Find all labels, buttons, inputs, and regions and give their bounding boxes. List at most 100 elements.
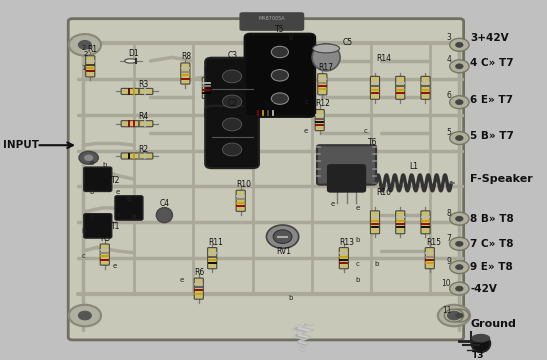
FancyBboxPatch shape <box>317 145 376 185</box>
Text: R4: R4 <box>138 112 148 121</box>
Text: b: b <box>374 261 379 266</box>
Circle shape <box>456 241 463 246</box>
Text: R10: R10 <box>236 180 252 189</box>
FancyBboxPatch shape <box>421 76 430 99</box>
Circle shape <box>69 34 101 55</box>
Circle shape <box>450 96 469 109</box>
FancyBboxPatch shape <box>425 248 434 269</box>
Ellipse shape <box>472 334 490 342</box>
FancyBboxPatch shape <box>121 89 153 94</box>
Text: b: b <box>355 278 359 283</box>
Text: D1: D1 <box>129 49 139 58</box>
Text: R1: R1 <box>88 45 98 54</box>
Text: b: b <box>81 228 85 234</box>
Circle shape <box>450 282 469 295</box>
Text: 10: 10 <box>441 279 451 288</box>
Text: e: e <box>355 205 359 211</box>
Text: e: e <box>116 189 120 195</box>
Circle shape <box>444 309 464 322</box>
Text: 9 E» T8: 9 E» T8 <box>470 262 513 272</box>
Text: R9: R9 <box>203 67 213 76</box>
FancyBboxPatch shape <box>395 211 405 234</box>
Text: 3: 3 <box>446 33 451 42</box>
Circle shape <box>84 155 93 161</box>
Text: R15: R15 <box>426 238 441 247</box>
FancyBboxPatch shape <box>250 110 282 116</box>
Text: R3: R3 <box>138 80 148 89</box>
Text: 1: 1 <box>81 65 85 71</box>
Text: C3: C3 <box>228 51 238 60</box>
Ellipse shape <box>312 44 340 71</box>
FancyBboxPatch shape <box>121 121 153 127</box>
Circle shape <box>450 237 469 250</box>
FancyBboxPatch shape <box>84 214 112 238</box>
Text: R8: R8 <box>182 52 191 61</box>
Text: e: e <box>112 263 117 269</box>
Text: 2: 2 <box>81 45 85 51</box>
Text: 2: 2 <box>83 50 88 57</box>
Circle shape <box>456 64 463 69</box>
Text: R11: R11 <box>208 238 223 247</box>
Text: T5: T5 <box>275 25 284 34</box>
Text: R7: R7 <box>264 102 275 111</box>
Ellipse shape <box>156 208 172 223</box>
FancyBboxPatch shape <box>115 196 143 220</box>
Text: b: b <box>288 35 292 41</box>
FancyBboxPatch shape <box>121 153 153 159</box>
Text: C4: C4 <box>159 199 170 208</box>
FancyBboxPatch shape <box>240 13 304 30</box>
Text: b: b <box>131 214 136 220</box>
Text: 5 B» T7: 5 B» T7 <box>470 131 514 141</box>
Circle shape <box>79 151 98 164</box>
FancyBboxPatch shape <box>315 109 324 131</box>
FancyBboxPatch shape <box>328 165 365 192</box>
Text: 9: 9 <box>446 257 451 266</box>
Text: C2: C2 <box>228 99 238 108</box>
Text: T6: T6 <box>368 138 377 147</box>
Text: C5: C5 <box>342 38 352 47</box>
Circle shape <box>450 39 469 51</box>
Circle shape <box>450 60 469 73</box>
Text: R16: R16 <box>376 188 391 197</box>
FancyBboxPatch shape <box>205 106 259 168</box>
FancyBboxPatch shape <box>208 248 217 269</box>
Text: 4: 4 <box>446 55 451 64</box>
Circle shape <box>450 212 469 225</box>
Text: b: b <box>288 294 292 301</box>
Text: b: b <box>127 196 131 202</box>
FancyBboxPatch shape <box>395 76 405 99</box>
Circle shape <box>223 70 242 83</box>
Circle shape <box>223 95 242 108</box>
FancyBboxPatch shape <box>68 19 464 340</box>
Text: c: c <box>82 253 85 259</box>
Text: T2: T2 <box>111 176 120 185</box>
Text: 5: 5 <box>446 128 451 137</box>
Text: -42V: -42V <box>470 284 497 294</box>
Ellipse shape <box>472 335 490 352</box>
FancyBboxPatch shape <box>421 211 430 234</box>
Text: 6: 6 <box>446 90 451 99</box>
Circle shape <box>456 100 463 105</box>
Text: b: b <box>89 189 94 195</box>
Circle shape <box>271 46 288 58</box>
Circle shape <box>456 265 463 270</box>
Text: R5: R5 <box>101 234 110 243</box>
Text: 7 C» T8: 7 C» T8 <box>470 239 514 249</box>
FancyBboxPatch shape <box>194 278 203 299</box>
Text: 8: 8 <box>446 209 451 218</box>
Text: T3: T3 <box>472 351 485 360</box>
Circle shape <box>456 286 463 291</box>
Circle shape <box>450 261 469 274</box>
Text: RV1: RV1 <box>276 247 291 256</box>
Circle shape <box>456 216 463 221</box>
Text: c: c <box>89 214 94 220</box>
FancyBboxPatch shape <box>245 34 315 117</box>
Circle shape <box>78 41 91 49</box>
Text: Ground: Ground <box>470 319 516 329</box>
Circle shape <box>447 311 461 320</box>
FancyBboxPatch shape <box>318 74 327 95</box>
Text: b: b <box>103 162 107 168</box>
Circle shape <box>450 132 469 144</box>
Text: MA87005A: MA87005A <box>258 16 285 21</box>
Text: 4 C» T7: 4 C» T7 <box>470 58 514 68</box>
